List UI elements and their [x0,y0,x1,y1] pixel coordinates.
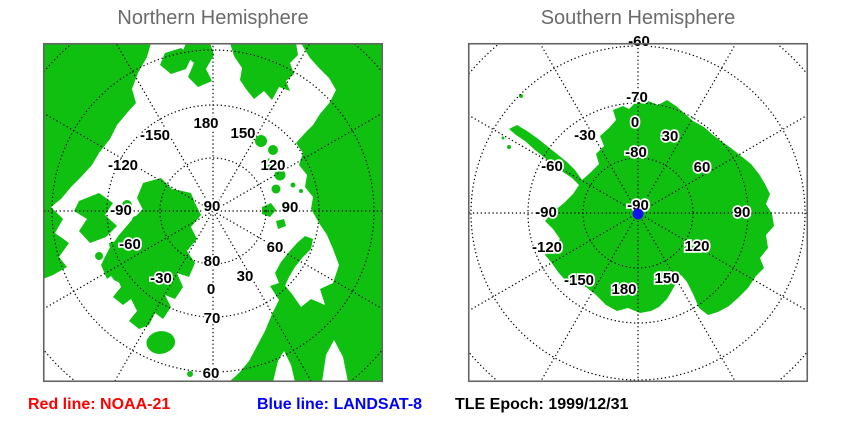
plot-frame [467,42,809,383]
landmass [230,43,298,100]
meridian-label: 90 [282,199,299,216]
legend-red-line: Red line: NOAA-21 [28,396,171,413]
landmass [509,100,774,315]
landmass [229,43,383,382]
meridian-label: 60 [267,239,284,256]
meridian-label: 0 [631,114,639,131]
island [274,169,286,181]
meridian-line [212,210,383,310]
meridian-line [113,210,214,382]
island [264,158,274,168]
landsat8-position-marker [632,208,644,220]
parallel-label: -90 [627,197,649,214]
landmass [182,43,214,87]
meridian-label: -90 [535,204,557,221]
parallel-label: -70 [626,89,648,106]
landmass [101,189,201,329]
meridian-line [212,210,313,382]
legend-blue-line: Blue line: LANDSAT-8 [257,396,423,413]
meridian-line [43,210,214,310]
meridian-label: -120 [532,239,562,256]
north-hemisphere-map: 180 150 120 90 60 30 0 -150 -120 -90 -60 -30 90 80 70 6… [42,42,384,384]
meridian-label: 120 [684,238,709,255]
meridian-label: 180 [193,115,218,132]
meridian-label: -120 [108,157,138,174]
meridian-label: -90 [110,202,132,219]
meridian-label: 180 [611,281,636,298]
parallel-label: -60 [628,33,650,50]
island [114,245,124,255]
meridian-line [637,114,808,214]
parallel-label: 60 [203,365,220,382]
island [122,200,132,210]
south-hemisphere-map: 0 30 60 90 120 150 180 -150 -120 -90 -60 -30 -60 -70 -… [467,31,809,383]
meridian-line [468,114,639,214]
meridian-label: 60 [694,159,711,176]
meridian-label: -30 [150,270,172,287]
parallel-label: 80 [204,253,221,270]
meridian-label: -60 [541,158,563,175]
island [95,252,103,260]
legend-tle-epoch: TLE Epoch: 1999/12/31 [455,396,629,413]
island [271,184,281,194]
island [501,136,505,140]
meridian-line [637,43,737,214]
island [132,216,140,224]
parallel-label: 90 [204,198,221,215]
meridian-label: -150 [564,272,594,289]
meridian-line [212,43,311,212]
meridian-line [43,112,214,212]
meridian-label: 30 [662,128,679,145]
meridian-line [637,212,737,382]
plot-frame [42,42,384,383]
island [299,189,303,193]
landmass [146,331,176,354]
landmass [262,203,276,217]
meridian-line [539,212,639,382]
parallel-label: 70 [204,310,221,327]
parallel-circle [159,157,267,265]
meridian-label: 0 [207,281,215,298]
north-map-title: Northern Hemisphere [117,7,309,29]
south-polar-plot: 0 30 60 90 120 150 180 -150-120 -90 -60 -30 -60 -70 -… [467,31,809,383]
landmass [276,219,286,229]
meridian-label: -60 [119,236,141,253]
island [187,371,193,377]
parallel-circle [470,45,806,381]
meridian-label: 30 [237,268,254,285]
north-polar-plot: 180 150 120 90 60 30 0 -150-120 -90 -60 -30 90 80 70 6… [42,42,384,384]
south-map-title: Southern Hemisphere [540,7,736,29]
meridian-line [212,112,383,212]
meridian-line [539,43,639,214]
parallel-label: -80 [625,144,647,161]
meridian-line [115,43,214,212]
meridian-label: 150 [654,270,679,287]
meridian-label: -30 [574,127,596,144]
meridian-label: 90 [734,204,751,221]
landmass [74,193,117,243]
meridian-label: -150 [140,127,170,144]
island [507,145,511,149]
landmass [43,43,151,279]
meridian-line [468,212,639,312]
island [268,145,278,155]
landmass [275,236,313,286]
island [255,135,267,147]
meridian-line [637,212,808,312]
meridian-label: 120 [260,157,285,174]
meridian-label: 150 [230,125,255,142]
island [290,182,296,188]
